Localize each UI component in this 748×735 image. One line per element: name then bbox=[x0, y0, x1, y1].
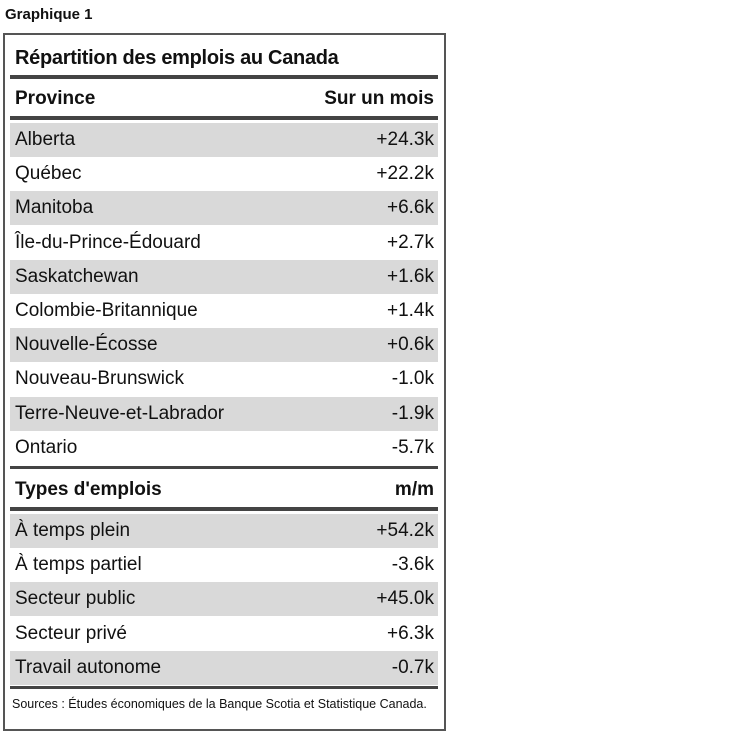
label-cell: Québec bbox=[15, 163, 82, 185]
value-cell: +24.3k bbox=[376, 129, 434, 150]
table-row: Terre-Neuve-et-Labrador -1.9k bbox=[10, 396, 438, 431]
table-row: Manitoba +6.6k bbox=[10, 191, 438, 226]
label-cell: Manitoba bbox=[15, 197, 94, 219]
table-row: Québec +22.2k bbox=[10, 157, 438, 191]
value-cell: -1.0k bbox=[391, 368, 434, 390]
table-row: Nouvelle-Écosse +0.6k bbox=[10, 328, 438, 363]
value-cell: +1.6k bbox=[386, 265, 434, 287]
value-cell: +22.2k bbox=[376, 163, 434, 185]
table-row: À temps partiel -3.6k bbox=[10, 548, 438, 582]
label-cell: Province bbox=[15, 88, 96, 109]
value-cell: +6.3k bbox=[386, 622, 434, 644]
label-cell: Nouvelle-Écosse bbox=[15, 334, 158, 356]
value-cell: Sur un mois bbox=[324, 88, 434, 109]
value-cell: -1.9k bbox=[391, 402, 434, 424]
table-row: Secteur public +45.0k bbox=[10, 582, 438, 617]
label-cell: À temps plein bbox=[15, 520, 131, 541]
value-cell: m/m bbox=[394, 479, 434, 500]
value-cell: +54.2k bbox=[376, 520, 434, 541]
value-cell: -0.7k bbox=[391, 656, 434, 678]
label-cell: Travail autonome bbox=[15, 656, 162, 678]
rule bbox=[10, 466, 438, 469]
table-row: Alberta +24.3k bbox=[10, 123, 438, 157]
section-heading: Province Sur un mois bbox=[10, 82, 438, 116]
label-cell: Nouveau-Brunswick bbox=[15, 368, 184, 390]
label-cell: À temps partiel bbox=[15, 554, 142, 576]
source-note: Sources : Études économiques de la Banqu… bbox=[12, 697, 427, 711]
table-row: Île-du-Prince-Édouard +2.7k bbox=[10, 226, 438, 260]
rule bbox=[10, 75, 438, 79]
figure-label: Graphique 1 bbox=[5, 6, 93, 23]
table-row: À temps plein +54.2k bbox=[10, 514, 438, 548]
table-row: Travail autonome -0.7k bbox=[10, 650, 438, 685]
table-row: Saskatchewan +1.6k bbox=[10, 259, 438, 294]
value-cell: +1.4k bbox=[386, 300, 434, 321]
table-row: Colombie-Britannique +1.4k bbox=[10, 294, 438, 328]
label-cell: Terre-Neuve-et-Labrador bbox=[15, 402, 225, 424]
table-row: Ontario -5.7k bbox=[10, 431, 438, 465]
section-heading: Types d'emplois m/m bbox=[10, 473, 438, 507]
value-cell: +6.6k bbox=[386, 197, 434, 219]
value-cell: +45.0k bbox=[376, 588, 434, 610]
rule bbox=[10, 116, 438, 120]
table-frame bbox=[3, 33, 446, 731]
label-cell: Ontario bbox=[15, 436, 78, 458]
label-cell: Secteur privé bbox=[15, 622, 127, 644]
value-cell: -5.7k bbox=[391, 436, 434, 458]
label-cell: Île-du-Prince-Édouard bbox=[15, 231, 201, 253]
label-cell: Types d'emplois bbox=[15, 479, 162, 500]
table-row: Secteur privé +6.3k bbox=[10, 617, 438, 651]
table-title: Répartition des emplois au Canada bbox=[15, 47, 339, 69]
label-cell: Colombie-Britannique bbox=[15, 300, 198, 321]
label-cell: Secteur public bbox=[15, 588, 136, 610]
value-cell: +2.7k bbox=[386, 231, 434, 253]
value-cell: +0.6k bbox=[386, 334, 434, 356]
table-row: Nouveau-Brunswick -1.0k bbox=[10, 362, 438, 396]
value-cell: -3.6k bbox=[391, 554, 434, 576]
label-cell: Alberta bbox=[15, 129, 76, 150]
label-cell: Saskatchewan bbox=[15, 265, 139, 287]
rule bbox=[10, 507, 438, 511]
rule bbox=[10, 686, 438, 689]
